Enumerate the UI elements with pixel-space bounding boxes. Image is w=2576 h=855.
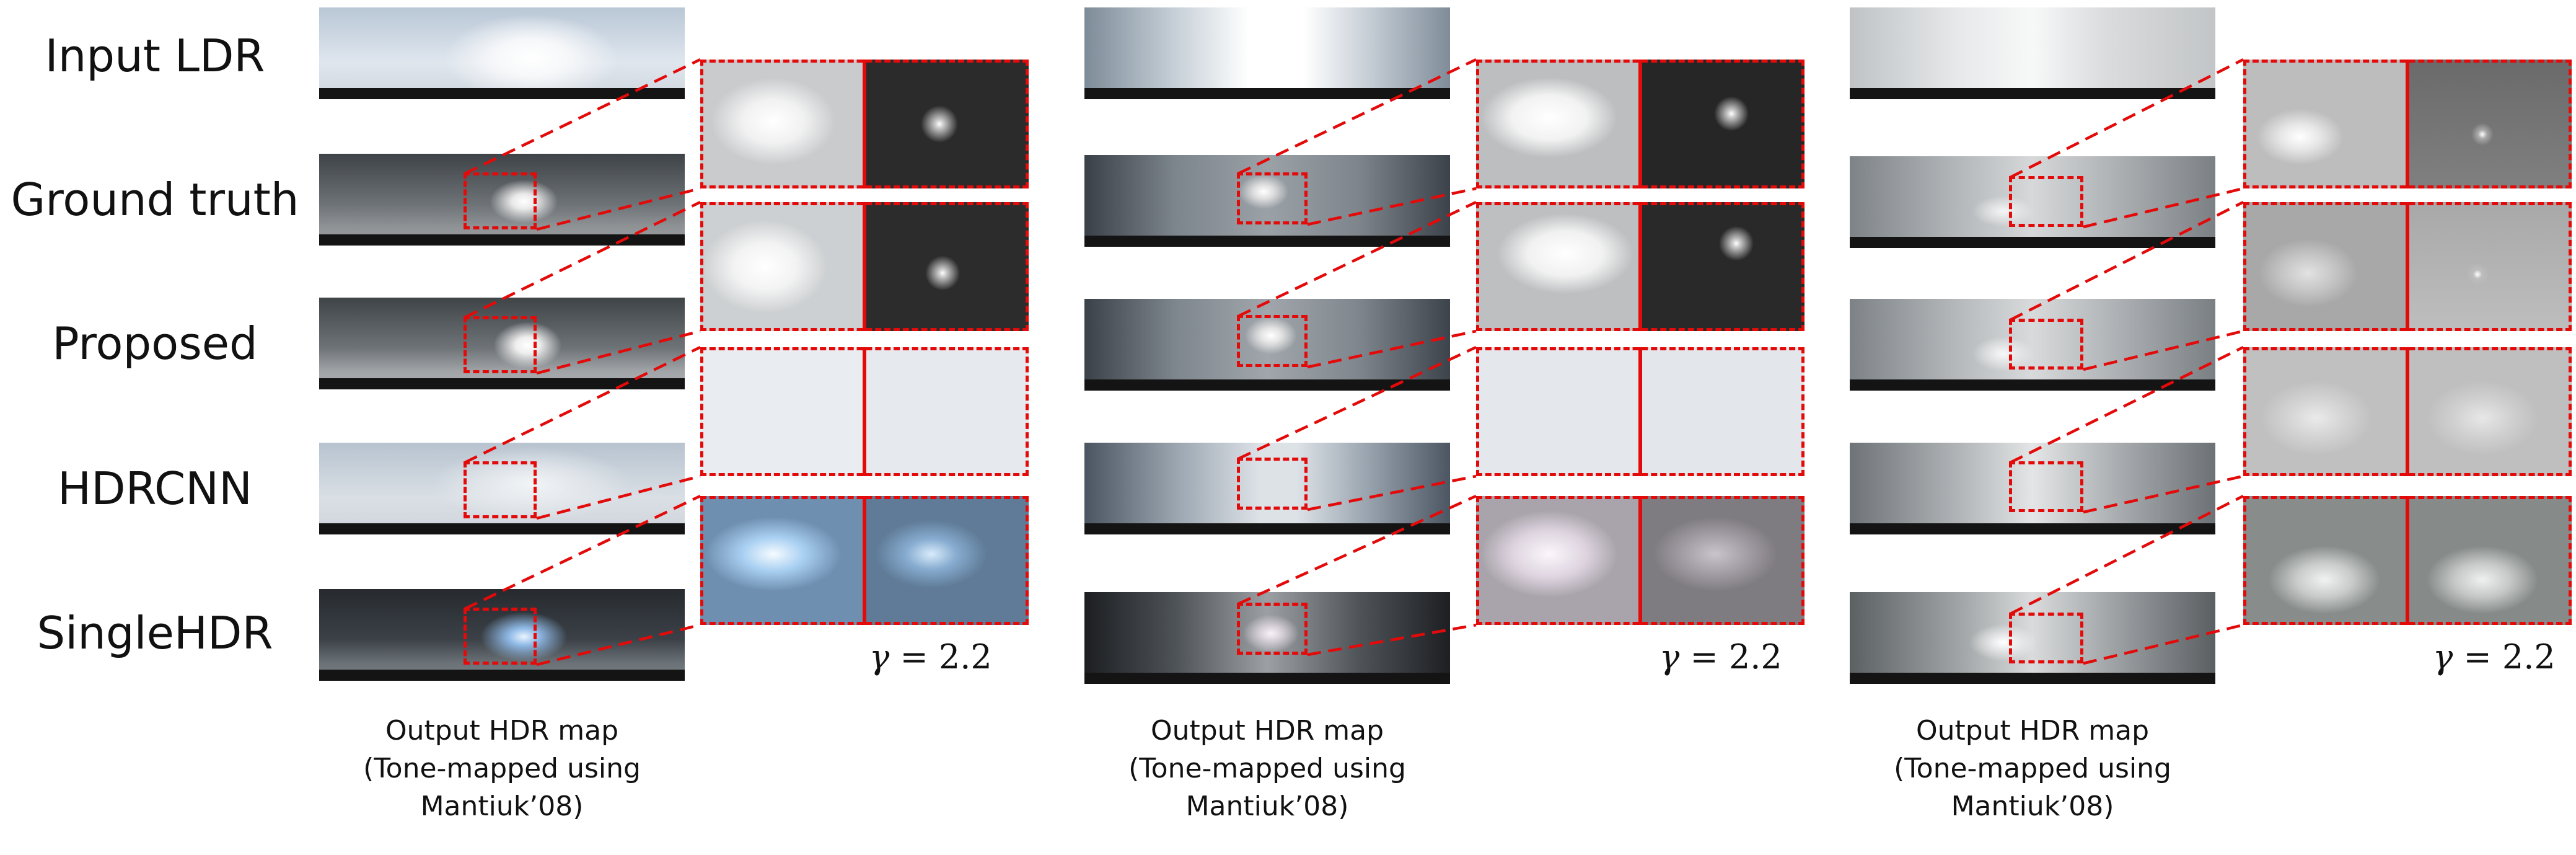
roi-box-hdrcnn <box>2009 461 2083 512</box>
caption-output-hdr-3: Output HDR map (Tone-mapped using Mantiu… <box>1894 715 2171 822</box>
caption-output-hdr-1: Output HDR map (Tone-mapped using Mantiu… <box>363 715 641 822</box>
roi-box-ground-truth <box>1237 172 1308 224</box>
pano-proposed <box>319 298 685 389</box>
row-label-hdrcnn: HDRCNN <box>57 463 252 515</box>
roi-box-hdrcnn <box>464 461 537 518</box>
zoom-hdrcnn <box>1476 347 1805 476</box>
pano-proposed <box>1850 299 2215 391</box>
row-label-input-ldr: Input LDR <box>45 30 265 82</box>
roi-box-proposed <box>464 316 537 373</box>
roi-box-hdrcnn <box>1237 458 1308 510</box>
roi-box-singlehdr <box>1237 603 1308 655</box>
pano-ground-truth <box>1850 156 2215 248</box>
zoom-proposed <box>2243 202 2572 331</box>
pano-singlehdr <box>1850 592 2215 684</box>
roi-box-ground-truth <box>464 172 537 229</box>
pano-ground-truth <box>319 154 685 246</box>
roi-box-singlehdr <box>2009 613 2083 663</box>
zoom-singlehdr <box>1476 496 1805 625</box>
pano-hdrcnn <box>319 443 685 534</box>
row-label-proposed: Proposed <box>52 317 258 370</box>
pano-input-ldr <box>319 7 685 99</box>
row-label-singlehdr: SingleHDR <box>37 607 273 659</box>
pano-singlehdr <box>319 589 685 681</box>
gamma-label-1: γ = 2.2 <box>869 637 992 676</box>
roi-box-singlehdr <box>464 608 537 665</box>
pano-ground-truth <box>1084 155 1450 247</box>
pano-input-ldr <box>1850 7 2215 99</box>
gamma-label-2: γ = 2.2 <box>1659 637 1782 676</box>
roi-box-proposed <box>2009 319 2083 370</box>
zoom-ground-truth <box>2243 60 2572 188</box>
pano-input-ldr <box>1084 7 1450 99</box>
row-label-ground-truth: Ground truth <box>11 174 299 226</box>
zoom-hdrcnn <box>700 347 1029 476</box>
caption-output-hdr-2: Output HDR map (Tone-mapped using Mantiu… <box>1128 715 1406 822</box>
pano-singlehdr <box>1084 592 1450 684</box>
pano-hdrcnn <box>1850 443 2215 534</box>
zoom-singlehdr <box>2243 496 2572 625</box>
zoom-hdrcnn <box>2243 347 2572 476</box>
roi-box-proposed <box>1237 315 1308 367</box>
zoom-proposed <box>700 202 1029 331</box>
gamma-label-3: γ = 2.2 <box>2433 637 2556 676</box>
zoom-ground-truth <box>700 60 1029 188</box>
zoom-proposed <box>1476 202 1805 331</box>
zoom-singlehdr <box>700 496 1029 625</box>
pano-proposed <box>1084 299 1450 391</box>
zoom-ground-truth <box>1476 60 1805 188</box>
roi-box-ground-truth <box>2009 176 2083 227</box>
